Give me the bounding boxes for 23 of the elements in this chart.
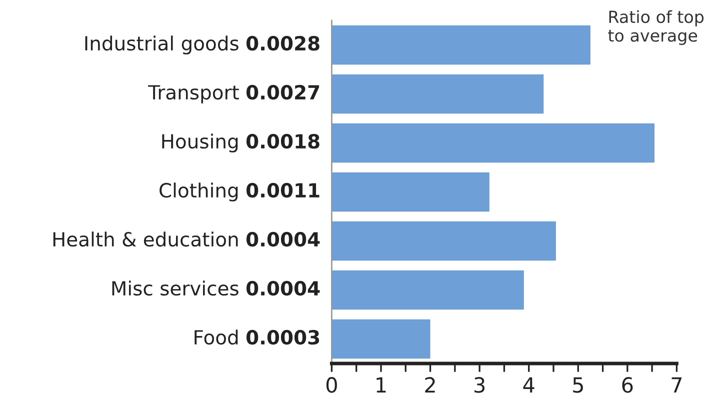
x-tick-label: 1	[376, 377, 386, 393]
x-tick-label: 3	[474, 377, 485, 393]
category-label: Health & education 0.0004	[53, 232, 320, 247]
x-tick-label: 4	[523, 377, 534, 393]
x-tick-label: 2	[425, 377, 435, 393]
bar	[332, 25, 590, 65]
category-label: Misc services 0.0004	[112, 280, 320, 296]
x-tick-label: 0	[326, 377, 337, 393]
bar	[332, 221, 556, 261]
bar	[332, 123, 655, 163]
category-label: Housing 0.0018	[162, 134, 320, 152]
x-axis-title: Ratio of top to average	[608, 10, 704, 46]
bar	[332, 74, 544, 114]
category-label: Industrial goods 0.0028	[85, 36, 320, 54]
bar	[332, 270, 524, 310]
category-label: Clothing 0.0011	[160, 182, 320, 202]
x-tick-label: 7	[672, 377, 682, 393]
category-label: Food 0.0003	[194, 330, 320, 345]
category-label: Transport 0.0027	[148, 84, 320, 104]
x-tick-label: 5	[573, 377, 583, 393]
bar	[332, 172, 490, 212]
x-tick-label: 6	[622, 377, 633, 393]
bar	[332, 319, 430, 359]
